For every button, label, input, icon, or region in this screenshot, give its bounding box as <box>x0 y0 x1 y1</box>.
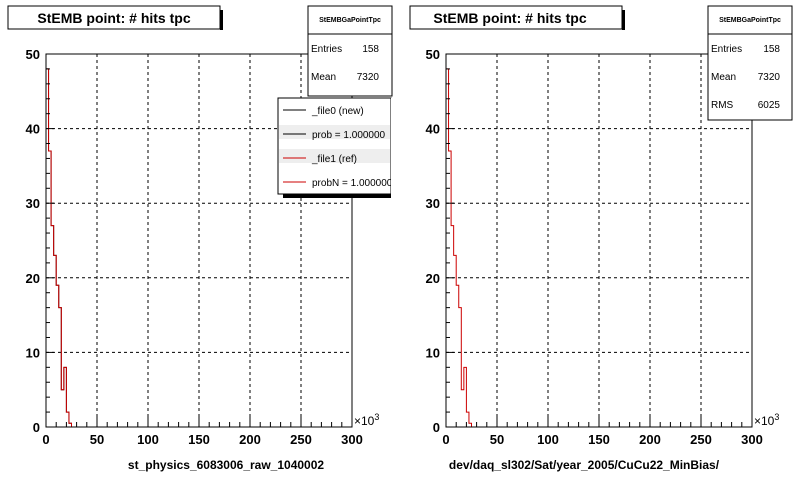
right-stats-entries-value: 158 <box>763 44 780 55</box>
right-title-shadow <box>622 10 625 30</box>
x-tick-label: 200 <box>239 432 261 447</box>
legend-entry-file0: _file0 (new) <box>311 106 364 117</box>
left-legend: _file0 (new) prob = 1.000000 _file1 (ref… <box>277 97 401 198</box>
left-histogram-panel: StEMB point: # hits tpc 0 10 20 30 40 50 0 50 1… <box>7 5 401 472</box>
legend-entry-probn: probN = 1.000000 <box>312 178 393 189</box>
y-tick-label: 0 <box>433 420 440 435</box>
right-stats-title: StEMBGaPointTpc <box>719 17 781 24</box>
x-tick-label: 50 <box>490 432 504 447</box>
right-y-axis: 0 10 20 30 40 50 <box>426 47 454 435</box>
x-tick-label: 0 <box>42 432 49 447</box>
x-tick-label: 300 <box>341 432 363 447</box>
y-tick-label: 10 <box>426 345 440 360</box>
right-x-axis-label: dev/daq_sl302/Sat/year_2005/CuCu22_MinBi… <box>449 458 720 472</box>
right-histogram-panel: StEMB point: # hits tpc 0 10 20 30 40 50 0 50 1… <box>409 5 793 472</box>
left-stats-title: StEMBGaPointTpc <box>319 17 381 24</box>
x-tick-label: 50 <box>90 432 104 447</box>
y-tick-label: 40 <box>426 122 440 137</box>
right-stats-box: StEMBGaPointTpc Entries 158 Mean 7320 RM… <box>707 5 793 121</box>
right-chart-title: StEMB point: # hits tpc <box>433 10 586 26</box>
x-tick-label: 150 <box>588 432 610 447</box>
left-x-exponent: ×103 <box>354 412 379 428</box>
y-tick-label: 30 <box>426 196 440 211</box>
right-grid <box>446 54 752 427</box>
x-tick-label: 250 <box>290 432 312 447</box>
x-tick-label: 0 <box>442 432 449 447</box>
y-tick-label: 50 <box>26 47 40 62</box>
y-tick-label: 30 <box>26 196 40 211</box>
left-x-axis-label: st_physics_6083006_raw_1040002 <box>128 458 324 472</box>
legend-entry-file1: _file1 (ref) <box>311 154 357 165</box>
right-stats-mean-value: 7320 <box>758 72 781 83</box>
y-tick-label: 20 <box>426 271 440 286</box>
right-stats-mean-label: Mean <box>711 72 736 83</box>
x-tick-label: 250 <box>690 432 712 447</box>
left-stats-entries-label: Entries <box>311 44 342 55</box>
legend-entry-prob: prob = 1.000000 <box>312 130 386 141</box>
left-stats-box: StEMBGaPointTpc Entries 158 Mean 7320 <box>307 5 393 97</box>
y-tick-label: 10 <box>26 345 40 360</box>
left-stats-mean-value: 7320 <box>357 72 380 83</box>
x-tick-label: 150 <box>188 432 210 447</box>
x-tick-label: 100 <box>137 432 159 447</box>
y-tick-label: 0 <box>33 420 40 435</box>
right-stats-rms-label: RMS <box>711 100 734 111</box>
left-x-axis: 0 50 100 150 200 250 300 <box>42 417 363 447</box>
right-x-axis: 0 50 100 150 200 250 300 <box>442 417 763 447</box>
right-x-exponent: ×103 <box>754 412 779 428</box>
left-title-shadow <box>220 10 223 30</box>
left-stats-mean-label: Mean <box>311 72 336 83</box>
right-stats-rms-value: 6025 <box>758 100 781 111</box>
left-stats-entries-value: 158 <box>362 44 379 55</box>
right-stats-entries-label: Entries <box>711 44 742 55</box>
left-y-axis: 0 10 20 30 40 50 <box>26 47 54 435</box>
x-tick-label: 100 <box>537 432 559 447</box>
left-chart-title: StEMB point: # hits tpc <box>37 10 190 26</box>
y-tick-label: 20 <box>26 271 40 286</box>
x-tick-label: 300 <box>741 432 763 447</box>
x-tick-label: 200 <box>639 432 661 447</box>
y-tick-label: 40 <box>26 122 40 137</box>
y-tick-label: 50 <box>426 47 440 62</box>
